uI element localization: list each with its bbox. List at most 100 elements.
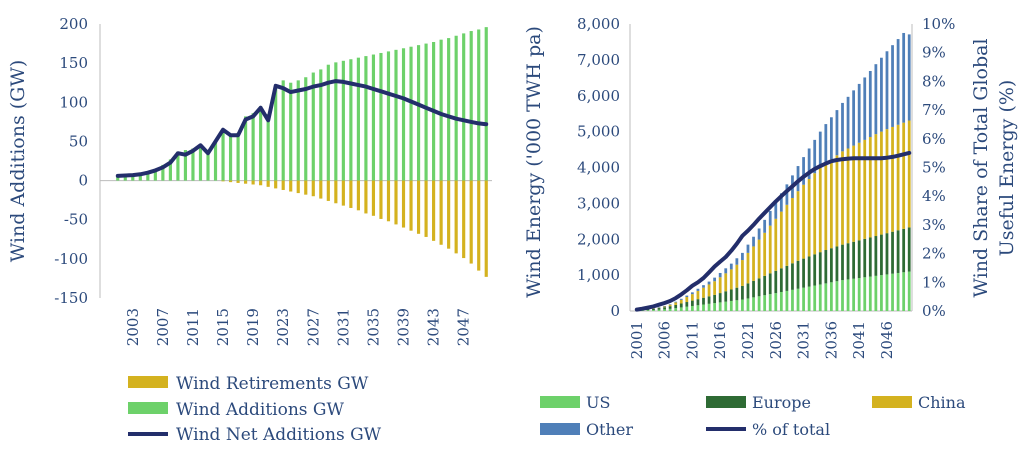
stack-segment-europe (752, 280, 755, 298)
additions-bar (116, 175, 120, 181)
stack-segment-china (891, 126, 894, 232)
additions-bar (161, 164, 165, 181)
retirements-bar (304, 180, 308, 195)
stack-segment-other (824, 124, 828, 164)
stack-segment-europe (774, 270, 778, 294)
stack-segment-china (657, 307, 661, 309)
stack-segment-europe (796, 260, 800, 289)
stack-segment-europe (718, 293, 722, 303)
stack-segment-us (696, 305, 700, 311)
retirements-bar (236, 180, 240, 183)
stack-segment-europe (841, 244, 844, 281)
stack-segment-other (774, 202, 778, 219)
legend-label: % of total (752, 420, 830, 439)
legend-label: Wind Additions GW (176, 400, 344, 420)
retirements-bar (266, 180, 270, 187)
stack-segment-us (646, 310, 650, 311)
stack-segment-china (880, 131, 883, 235)
stack-segment-china (885, 129, 889, 234)
stack-segment-europe (646, 309, 650, 311)
stack-segment-other (752, 236, 755, 247)
stack-segment-china (679, 299, 683, 304)
additions-bar (153, 168, 157, 181)
stack-segment-china (857, 142, 861, 241)
stack-segment-us (768, 294, 772, 311)
stack-segment-us (690, 305, 694, 311)
stack-segment-europe (674, 304, 678, 309)
stack-segment-china (685, 297, 689, 303)
additions-bar (251, 113, 255, 181)
stack-segment-other (757, 228, 761, 240)
retirements-bar (296, 180, 300, 194)
stack-segment-china (735, 264, 739, 288)
stack-segment-us (752, 297, 755, 311)
stack-segment-china (724, 273, 728, 292)
additions-bar (289, 82, 293, 181)
x-tick-label: 2021 (739, 321, 757, 359)
y2-tick-label: 0% (922, 302, 946, 320)
stack-segment-europe (807, 256, 811, 287)
right-chart: 0 1,000 2,000 3,000 4,000 5,000 6,000 7,000 8,00… (523, 15, 1018, 439)
x-tick-label: 2043 (425, 308, 443, 346)
stack-segment-china (652, 308, 655, 309)
net-additions-line (115, 79, 489, 178)
stack-segment-europe (763, 275, 767, 296)
retirements-bar (244, 180, 248, 184)
additions-bar (311, 72, 315, 181)
stack-segment-china (696, 290, 700, 300)
additions-bar (176, 151, 180, 181)
stack-segment-other (729, 263, 733, 270)
y2-tick-label: 10% (922, 15, 955, 33)
stack-segment-china (813, 173, 817, 255)
stack-segment-other (835, 110, 839, 156)
stack-segment-other (863, 77, 867, 140)
retirements-bar (469, 180, 473, 264)
legend-swatch (540, 396, 580, 408)
additions-bar (296, 80, 300, 181)
stack-segment-china (802, 184, 805, 259)
stack-segment-us (674, 308, 678, 311)
stack-segment-other (807, 148, 811, 179)
additions-bar (319, 69, 323, 181)
x-tick-label: 2003 (124, 308, 142, 346)
stack-segment-europe (846, 243, 850, 280)
stack-segment-europe (907, 227, 911, 272)
stack-segment-china (785, 204, 789, 266)
x-tick-label: 2026 (767, 321, 785, 359)
stack-segment-europe (679, 303, 683, 308)
stack-segment-europe (896, 230, 900, 273)
x-tick-label: 2016 (711, 321, 729, 359)
stack-segment-other (902, 32, 906, 123)
x-tick-label: 2046 (878, 321, 896, 359)
stack-segment-china (718, 277, 722, 294)
stack-segment-china (846, 148, 850, 244)
legend-label: Wind Net Additions GW (176, 425, 382, 445)
stack-segment-us (846, 279, 850, 311)
stack-segment-other (707, 281, 711, 285)
stack-segment-other (841, 102, 844, 152)
stack-segment-other (852, 90, 856, 146)
stack-segment-us (874, 275, 878, 311)
stack-segment-europe (829, 248, 833, 283)
stack-segment-china (779, 211, 783, 269)
stack-segment-us (724, 301, 728, 311)
stack-segment-us (891, 273, 894, 311)
y-tick-label: 7,000 (577, 51, 620, 69)
stack-segment-other (713, 277, 717, 282)
retirements-bar (477, 180, 481, 271)
stack-segment-us (735, 300, 739, 311)
x-tick-label: 2031 (334, 308, 352, 346)
retirements-bar (432, 180, 436, 241)
retirements-bar (319, 180, 323, 199)
stack-segment-other (690, 292, 694, 295)
legend-swatch (128, 376, 168, 388)
stack-segment-us (807, 286, 811, 311)
stack-segment-other (818, 131, 822, 168)
y-tick-label: 200 (59, 15, 88, 33)
stack-segment-other (663, 305, 666, 307)
stack-segment-other (768, 210, 772, 226)
stack-segment-china (763, 232, 767, 276)
stack-segment-us (902, 272, 906, 311)
y-tick-label: 2,000 (577, 230, 620, 248)
y2-tick-label: 1% (922, 273, 946, 291)
